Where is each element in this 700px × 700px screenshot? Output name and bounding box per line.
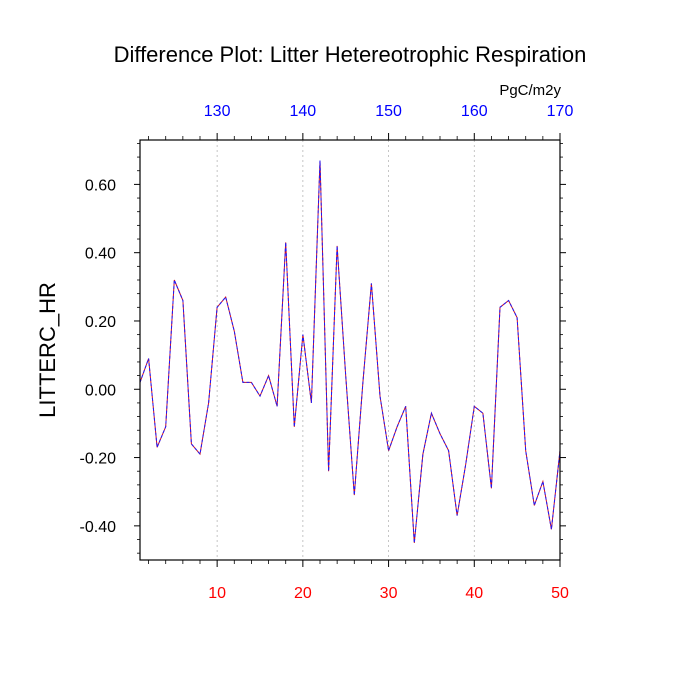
left-tick-label-0: 0.60 bbox=[85, 177, 116, 194]
left-tick-label-4: -0.20 bbox=[80, 451, 117, 468]
left-tick-label-3: 0.00 bbox=[85, 382, 116, 399]
minor-ticks bbox=[137, 136, 563, 564]
bottom-tick-label-2: 30 bbox=[380, 585, 398, 602]
top-axis: 130 140 150 160 170 bbox=[204, 103, 574, 140]
series-line-0 bbox=[139, 160, 561, 543]
bottom-tick-label-0: 10 bbox=[208, 585, 226, 602]
bottom-tick-label-4: 50 bbox=[551, 585, 569, 602]
series-line-0-base bbox=[139, 160, 561, 543]
left-axis: 0.60 0.40 0.20 0.00 -0.20 -0.40 bbox=[80, 177, 566, 536]
top-tick-label-0: 130 bbox=[204, 103, 231, 120]
top-tick-label-1: 140 bbox=[290, 103, 317, 120]
series-layer bbox=[139, 160, 561, 543]
bottom-tick-label-1: 20 bbox=[294, 585, 312, 602]
bottom-axis: 10 20 30 40 50 bbox=[208, 560, 569, 602]
top-tick-label-4: 170 bbox=[547, 103, 574, 120]
plot-frame bbox=[139, 139, 561, 561]
y-axis-label: LITTERC_HR bbox=[35, 282, 60, 418]
top-tick-label-3: 160 bbox=[461, 103, 488, 120]
left-tick-label-5: -0.40 bbox=[80, 519, 117, 536]
top-tick-label-2: 150 bbox=[375, 103, 402, 120]
chart-title: Difference Plot: Litter Hetereotrophic R… bbox=[114, 42, 587, 67]
grid-lines bbox=[216, 140, 475, 560]
units-label: PgC/m2y bbox=[499, 82, 561, 99]
bottom-tick-label-3: 40 bbox=[465, 585, 483, 602]
left-tick-label-1: 0.40 bbox=[85, 246, 116, 263]
left-tick-label-2: 0.20 bbox=[85, 314, 116, 331]
